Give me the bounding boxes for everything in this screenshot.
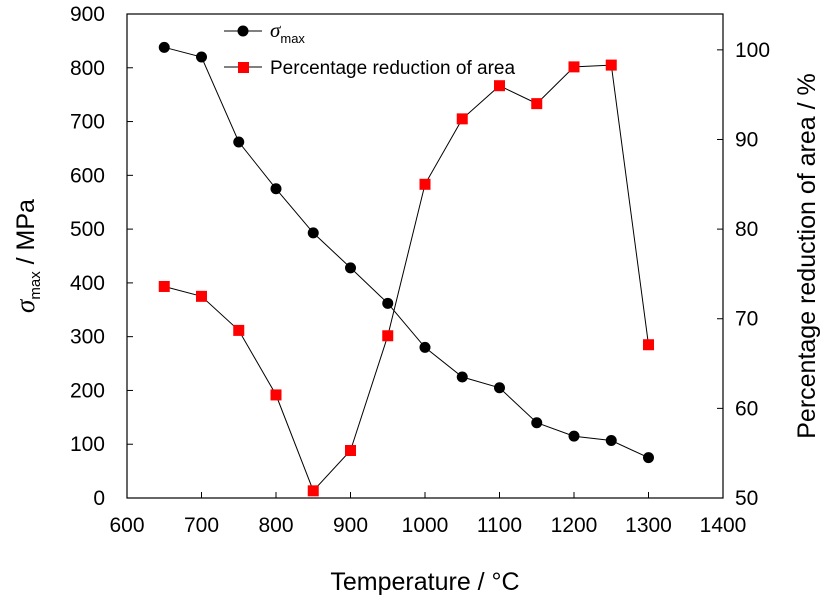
x-tick-label: 800: [258, 514, 293, 537]
data-point-sigma-max: [643, 452, 654, 464]
data-point-reduction-of-area: [419, 178, 431, 190]
y-left-tick-label: 700: [70, 111, 105, 134]
y-left-tick-label: 600: [70, 164, 105, 187]
data-point-sigma-max: [307, 227, 319, 239]
data-point-sigma-max: [345, 262, 356, 274]
legend-sigma-subscript: max: [280, 31, 305, 46]
y-left-tick-label: 300: [70, 326, 105, 349]
legend-label-reduction: Percentage reduction of area: [270, 58, 515, 79]
y-left-tick-label: 100: [70, 433, 105, 456]
legend-marker-reduction: [238, 62, 249, 73]
y-left-tick-label: 800: [70, 57, 105, 80]
data-point-sigma-max: [419, 341, 431, 353]
data-point-sigma-max: [233, 136, 245, 148]
data-point-sigma-max: [456, 371, 468, 383]
data-point-sigma-max: [158, 41, 170, 53]
y-right-tick-label: 90: [735, 128, 758, 151]
y-axis-label-right: Percentage reduction of area / %: [793, 73, 821, 439]
data-point-reduction-of-area: [605, 59, 617, 71]
series-line-0: [164, 46, 649, 459]
data-point-reduction-of-area: [456, 113, 468, 125]
y-left-tick-label: 0: [93, 487, 105, 510]
y-right-tick-label: 60: [735, 397, 758, 420]
data-point-reduction-of-area: [270, 389, 282, 401]
x-tick-label: 1400: [700, 514, 747, 537]
data-point-reduction-of-area: [233, 324, 245, 336]
y-left-tick-label: 900: [70, 3, 105, 26]
data-point-reduction-of-area: [158, 280, 170, 292]
legend: σmax Percentage reduction of area: [224, 18, 515, 79]
y-left-subscript: max: [27, 271, 44, 300]
data-point-reduction-of-area: [307, 485, 319, 497]
data-point-reduction-of-area: [568, 61, 580, 73]
data-point-reduction-of-area: [345, 444, 356, 456]
x-axis-label: Temperature / °C: [330, 568, 519, 596]
data-point-sigma-max: [531, 417, 543, 429]
data-point-sigma-max: [382, 297, 394, 309]
legend-sigma-symbol: σ: [270, 18, 282, 42]
series-line-1: [164, 64, 649, 492]
x-tick-label: 600: [109, 514, 144, 537]
y-left-tick-label: 200: [70, 379, 105, 402]
data-point-reduction-of-area: [494, 80, 505, 92]
legend-marker-sigma: [237, 25, 249, 37]
y-right-tick-label: 100: [735, 39, 770, 62]
y-left-tick-label: 500: [70, 218, 105, 241]
y-right-tick-label: 50: [735, 487, 758, 510]
x-tick-label: 1100: [477, 514, 522, 537]
data-point-reduction-of-area: [382, 330, 394, 342]
data-point-sigma-max: [605, 434, 617, 446]
plot-area-frame: [126, 13, 724, 499]
x-tick-label: 700: [184, 514, 219, 537]
y-right-tick-label: 80: [735, 218, 758, 241]
x-tick-label: 1000: [402, 514, 449, 537]
y-left-tick-label: 400: [70, 272, 105, 295]
y-right-tick-label: 70: [735, 308, 758, 331]
legend-label-sigma: σmax: [270, 18, 305, 46]
data-point-sigma-max: [568, 430, 580, 442]
data-point-sigma-max: [270, 183, 282, 195]
y-left-sigma-symbol: σ: [10, 298, 40, 313]
x-tick-label: 900: [333, 514, 368, 537]
data-point-reduction-of-area: [531, 98, 543, 110]
data-point-reduction-of-area: [643, 339, 654, 351]
data-point-reduction-of-area: [196, 290, 207, 302]
x-tick-label: 1300: [625, 514, 672, 537]
data-point-sigma-max: [494, 382, 505, 394]
y-left-unit: / MPa: [12, 199, 40, 271]
y-axis-label-left: σmax / MPa: [10, 199, 44, 313]
data-point-sigma-max: [196, 51, 207, 63]
x-tick-label: 1200: [551, 514, 598, 537]
